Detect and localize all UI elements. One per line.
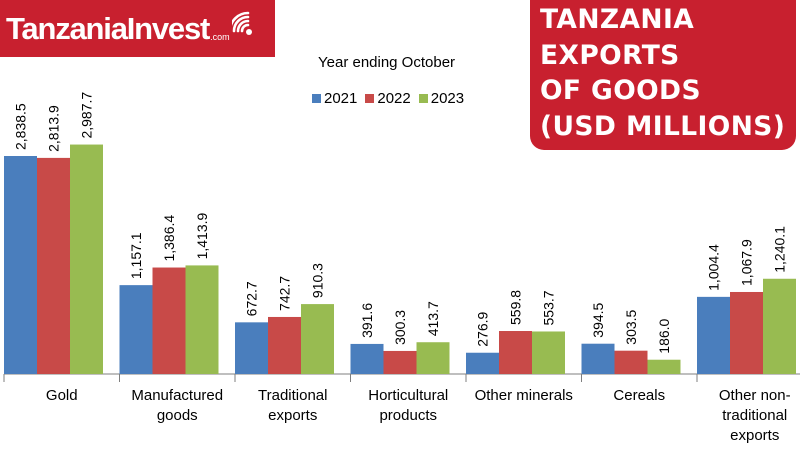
bar-2021 (697, 296, 730, 374)
data-label: 1,386.4 (161, 215, 177, 262)
data-label: 672.7 (244, 281, 260, 316)
data-label: 1,240.1 (772, 226, 788, 273)
bar-2023 (70, 144, 103, 374)
bar-2022 (268, 316, 301, 374)
category-label: exports (268, 407, 317, 424)
legend-item-2021: 2021 (312, 90, 357, 107)
bar-2021 (581, 343, 615, 374)
data-label: 553.7 (541, 290, 557, 325)
bar-2023 (763, 278, 796, 374)
data-label: 303.5 (623, 309, 639, 344)
bar-2022 (152, 267, 186, 374)
data-label: 2,987.7 (79, 92, 95, 139)
data-label: 742.7 (277, 276, 293, 311)
bar-2022 (499, 331, 532, 374)
legend-label-2022: 2022 (377, 90, 411, 107)
bar-2021 (119, 285, 153, 374)
legend-swatch-2023 (418, 94, 428, 103)
data-label: 413.7 (425, 301, 441, 336)
bar-2022 (37, 157, 70, 374)
title-line: EXPORTS (540, 39, 680, 71)
legend-label-2021: 2021 (324, 90, 358, 107)
legend-item-2023: 2023 (418, 90, 465, 107)
data-label: 2,838.5 (13, 103, 29, 150)
data-label: 559.8 (508, 290, 524, 325)
signal-icon (231, 11, 252, 35)
category-label: Other non- (719, 387, 791, 404)
category-label: products (379, 407, 437, 424)
category-label: Gold (46, 387, 78, 404)
bar-2023 (532, 331, 565, 374)
bar-2023 (416, 342, 450, 374)
title-line: OF GOODS (540, 75, 701, 106)
legend-item-2022: 2022 (365, 90, 411, 107)
legend-label-2023: 2023 (430, 90, 465, 107)
bar-2021 (235, 322, 268, 374)
legend-swatch-2022 (365, 94, 375, 103)
bar-2023 (185, 265, 219, 374)
category-label: Horticultural (368, 387, 448, 404)
category-label: Traditional (258, 387, 327, 404)
legend-swatch-2021 (312, 94, 321, 103)
logo-suffix: .com (210, 31, 230, 42)
brand-logo[interactable]: TanzaniaInvest .com (0, 0, 275, 57)
data-label: 1,067.9 (739, 239, 755, 286)
bar-2023 (647, 359, 681, 374)
data-label: 1,413.9 (194, 212, 210, 259)
data-label: 1,157.1 (128, 232, 144, 279)
title-line: (USD MILLIONS) (540, 110, 786, 142)
data-label: 391.6 (359, 303, 375, 338)
category-label: Manufactured (131, 387, 223, 404)
category-label: Other minerals (475, 387, 573, 404)
data-label: 276.9 (475, 311, 491, 346)
bar-2022 (383, 350, 417, 374)
category-label: goods (157, 407, 198, 424)
bar-2022 (614, 350, 648, 374)
data-label: 300.3 (392, 310, 408, 345)
category-label: Cereals (613, 387, 665, 404)
data-label: 2,813.9 (46, 105, 62, 152)
data-label: 1,004.4 (706, 244, 722, 291)
category-label: exports (730, 427, 779, 444)
data-label: 394.5 (590, 302, 606, 337)
title-line: TANZANIA (540, 4, 695, 35)
legend: 2021 2022 2023 (312, 90, 472, 107)
data-label: 186.0 (656, 318, 672, 353)
bar-2021 (466, 352, 499, 374)
bar-2021 (4, 156, 37, 374)
data-label: 910.3 (310, 263, 326, 298)
category-label: traditional (722, 407, 787, 424)
bar-2023 (301, 304, 334, 374)
legend-title: Year ending October (318, 54, 456, 71)
chart-title-box: TANZANIA EXPORTS OF GOODS (USD MILLIONS) (530, 0, 796, 150)
bar-2021 (350, 343, 384, 374)
logo-text: TanzaniaInvest (6, 10, 210, 46)
bar-2022 (730, 291, 763, 374)
